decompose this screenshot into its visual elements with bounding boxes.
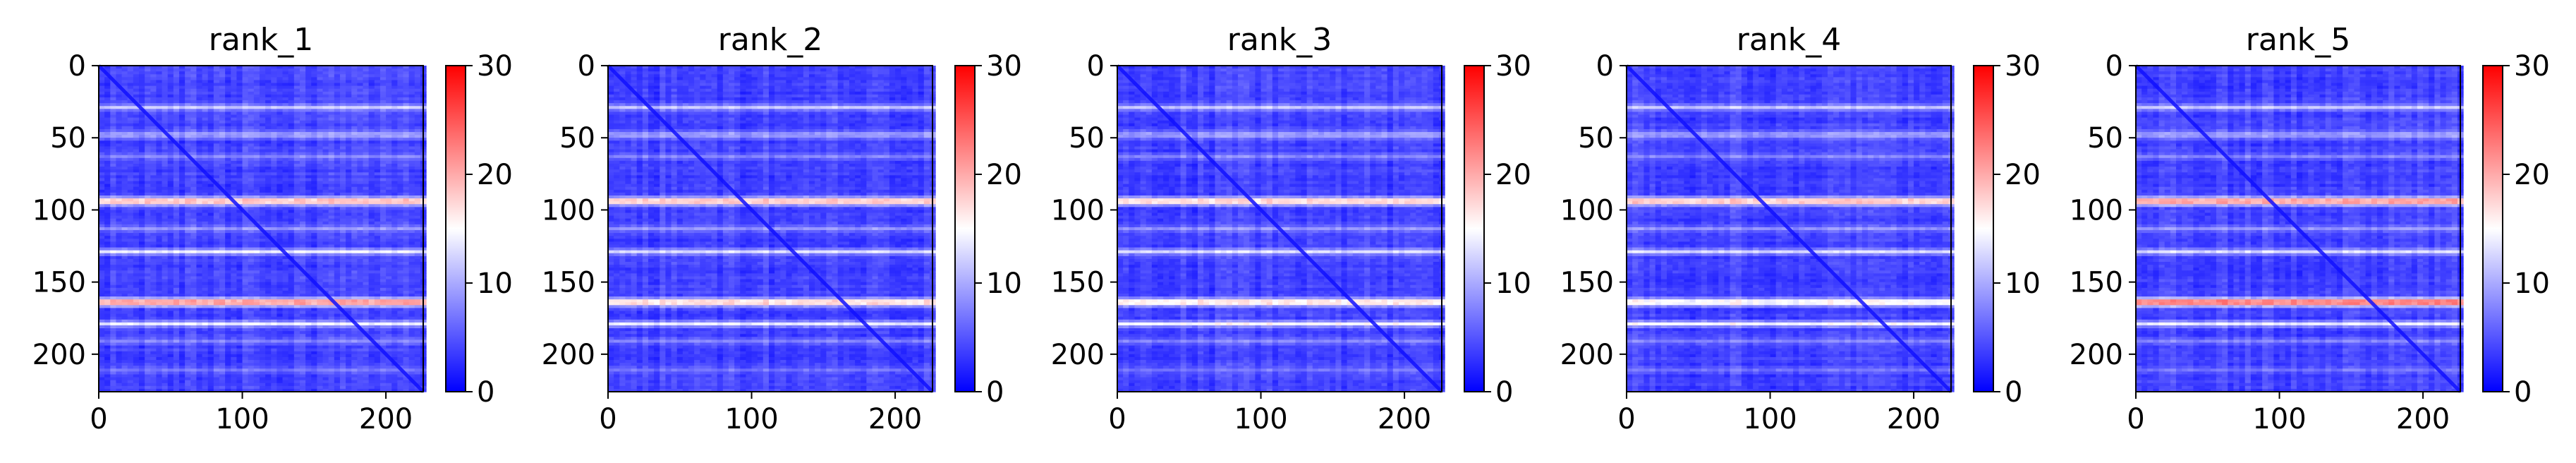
- colorbar-tick-label: 10: [2514, 267, 2550, 300]
- colorbar-tick-label: 10: [986, 267, 1022, 300]
- y-tick-label: 50: [1578, 122, 1614, 155]
- colorbar-tick-label: 30: [986, 50, 1022, 83]
- y-tick-label: 100: [1560, 194, 1614, 227]
- colorbar-tick-label: 20: [1495, 159, 1531, 191]
- heatmap-cells: [2136, 66, 2464, 392]
- colorbar: [1973, 65, 1994, 392]
- heatmap-cells: [1627, 66, 1955, 392]
- colorbar-tick-label: 0: [2005, 376, 2022, 409]
- heatmap-cells: [99, 66, 427, 392]
- y-tick-label: 50: [1069, 122, 1105, 155]
- y-tick-label: 150: [2070, 267, 2123, 299]
- x-tick-label: 0: [90, 403, 107, 435]
- x-tick-label: 200: [868, 403, 922, 435]
- y-tick-label: 100: [32, 194, 86, 227]
- y-tick-label: 100: [542, 194, 595, 227]
- y-tick-label: 0: [68, 50, 86, 83]
- y-tick-label: 200: [2070, 339, 2123, 371]
- colorbar-tick-label: 10: [2005, 267, 2041, 300]
- axes-frame: [2135, 65, 2461, 392]
- colorbar-tick-label: 20: [2005, 159, 2041, 191]
- panel-title: rank_4: [1737, 22, 1841, 58]
- diagonal-line: [607, 64, 934, 393]
- colorbar-tick-label: 0: [477, 376, 494, 409]
- colorbar-tick-label: 0: [986, 376, 1004, 409]
- x-tick-label: 0: [1108, 403, 1126, 435]
- heatmap-cells: [608, 66, 936, 392]
- colorbar-tick-label: 20: [477, 159, 513, 191]
- diagonal-line: [97, 64, 425, 393]
- axes-frame: [607, 65, 933, 392]
- y-tick-label: 50: [559, 122, 595, 155]
- colorbar-tick-label: 30: [2514, 50, 2550, 83]
- x-tick-label: 200: [1887, 403, 1940, 435]
- panel-title: rank_2: [718, 22, 822, 58]
- colorbar-tick-label: 20: [2514, 159, 2550, 191]
- y-tick-label: 200: [1051, 339, 1105, 371]
- y-tick-label: 150: [1560, 267, 1614, 299]
- y-tick-label: 50: [50, 122, 86, 155]
- x-tick-label: 100: [2252, 403, 2306, 435]
- panel-title: rank_3: [1227, 22, 1332, 58]
- x-tick-label: 200: [2396, 403, 2450, 435]
- colorbar: [1464, 65, 1485, 392]
- y-tick-label: 200: [32, 339, 86, 371]
- x-tick-label: 0: [599, 403, 616, 435]
- colorbar-tick-label: 0: [2514, 376, 2532, 409]
- colorbar-tick-label: 10: [1495, 267, 1531, 300]
- y-tick-label: 150: [1051, 267, 1105, 299]
- y-tick-label: 0: [1596, 50, 1614, 83]
- y-tick-label: 50: [2087, 122, 2123, 155]
- axes-frame: [1626, 65, 1952, 392]
- diagonal-line: [1116, 64, 1443, 393]
- x-tick-label: 100: [215, 403, 269, 435]
- x-tick-label: 200: [1378, 403, 1431, 435]
- x-tick-label: 0: [1617, 403, 1635, 435]
- y-tick-label: 100: [1051, 194, 1105, 227]
- panel-title: rank_1: [209, 22, 313, 58]
- colorbar: [445, 65, 466, 392]
- panel-title: rank_5: [2246, 22, 2350, 58]
- colorbar-tick-label: 30: [1495, 50, 1531, 83]
- y-tick-label: 200: [542, 339, 595, 371]
- y-tick-label: 200: [1560, 339, 1614, 371]
- diagonal-line: [2134, 64, 2462, 393]
- axes-frame: [1117, 65, 1442, 392]
- x-tick-label: 100: [1234, 403, 1287, 435]
- colorbar-tick-label: 20: [986, 159, 1022, 191]
- y-tick-label: 0: [1087, 50, 1105, 83]
- colorbar-tick-label: 30: [477, 50, 513, 83]
- colorbar: [954, 65, 976, 392]
- y-tick-label: 0: [2106, 50, 2123, 83]
- y-tick-label: 150: [542, 267, 595, 299]
- y-tick-label: 0: [578, 50, 595, 83]
- colorbar-tick-label: 10: [477, 267, 513, 300]
- axes-frame: [98, 65, 424, 392]
- x-tick-label: 0: [2127, 403, 2144, 435]
- y-tick-label: 100: [2070, 194, 2123, 227]
- x-tick-label: 200: [359, 403, 413, 435]
- colorbar-tick-label: 0: [1495, 376, 1513, 409]
- colorbar: [2482, 65, 2503, 392]
- x-tick-label: 100: [1743, 403, 1797, 435]
- colorbar-tick-label: 30: [2005, 50, 2041, 83]
- diagonal-line: [1625, 64, 1952, 393]
- y-tick-label: 150: [32, 267, 86, 299]
- x-tick-label: 100: [724, 403, 778, 435]
